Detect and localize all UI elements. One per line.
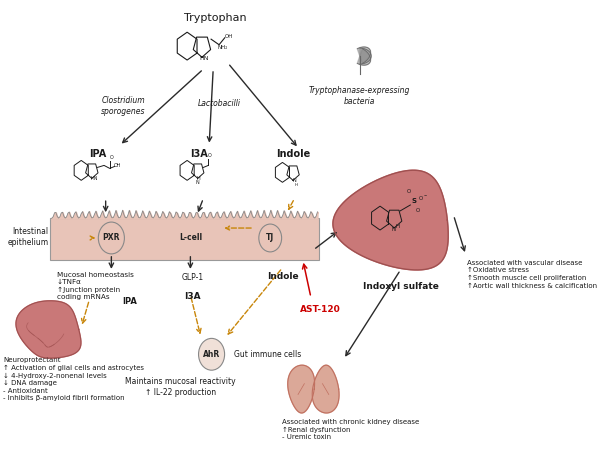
Text: Maintains mucosal reactivity
↑ IL-22 production: Maintains mucosal reactivity ↑ IL-22 pro…: [125, 377, 236, 397]
Text: Indoxyl sulfate: Indoxyl sulfate: [362, 282, 439, 291]
Text: Tryptophanase-expressing
bacteria: Tryptophanase-expressing bacteria: [309, 86, 410, 106]
Text: Neuroprotectant
↑ Activation of glial cells and astrocytes
↓ 4-Hydroxy-2-nonenal: Neuroprotectant ↑ Activation of glial ce…: [3, 357, 144, 401]
Text: AST-120: AST-120: [301, 305, 341, 314]
Text: I3A: I3A: [190, 149, 208, 159]
Text: N: N: [392, 227, 396, 232]
Text: H: H: [196, 176, 200, 181]
Text: Clostridium
sporogenes: Clostridium sporogenes: [101, 96, 146, 116]
Text: HN: HN: [200, 56, 209, 61]
Text: Associated with vascular disease
↑Oxidative stress
↑Smooth muscle cell prolifera: Associated with vascular disease ↑Oxidat…: [467, 260, 598, 288]
Text: O$^-$: O$^-$: [418, 194, 428, 202]
Text: Mucosal homeostasis
↓TNFα
↑Junction protein
coding mRNAs: Mucosal homeostasis ↓TNFα ↑Junction prot…: [57, 272, 134, 301]
Text: AhR: AhR: [203, 350, 220, 359]
Text: IPA: IPA: [89, 149, 106, 159]
Circle shape: [98, 222, 124, 254]
Text: HN: HN: [90, 176, 98, 181]
Text: OH: OH: [114, 163, 121, 168]
Polygon shape: [16, 301, 81, 358]
Text: O: O: [406, 189, 410, 194]
Text: IPA: IPA: [122, 297, 137, 306]
Polygon shape: [358, 49, 371, 65]
Text: O: O: [416, 208, 421, 213]
Text: I3A: I3A: [185, 292, 201, 301]
Text: NH₂: NH₂: [218, 45, 229, 50]
Text: N: N: [195, 180, 199, 185]
Polygon shape: [358, 47, 371, 63]
Text: L-cell: L-cell: [179, 234, 202, 242]
Polygon shape: [333, 170, 448, 270]
Circle shape: [259, 224, 281, 252]
Text: S: S: [412, 197, 416, 204]
Text: PXR: PXR: [103, 234, 120, 242]
Circle shape: [199, 338, 224, 370]
Text: GLP-1: GLP-1: [182, 273, 204, 282]
Text: H: H: [295, 183, 298, 187]
Bar: [50, 218, 319, 260]
Text: OH: OH: [225, 34, 233, 39]
Text: Tryptophan: Tryptophan: [184, 13, 247, 23]
Text: N: N: [293, 178, 296, 183]
Text: O: O: [208, 153, 212, 159]
Text: Gut immune cells: Gut immune cells: [233, 350, 301, 359]
Text: O: O: [110, 155, 113, 160]
Polygon shape: [312, 365, 339, 413]
Polygon shape: [288, 365, 314, 413]
Text: Indole: Indole: [276, 149, 310, 159]
Text: H: H: [395, 224, 400, 229]
Text: Intestinal
epithelium: Intestinal epithelium: [8, 227, 49, 247]
Text: TJ: TJ: [266, 234, 274, 242]
Text: Lactobacilli: Lactobacilli: [198, 99, 241, 108]
Text: Associated with chronic kidney disease
↑Renal dysfunction
- Uremic toxin: Associated with chronic kidney disease ↑…: [283, 419, 419, 440]
Polygon shape: [360, 48, 371, 64]
Text: Indole: Indole: [266, 272, 298, 281]
